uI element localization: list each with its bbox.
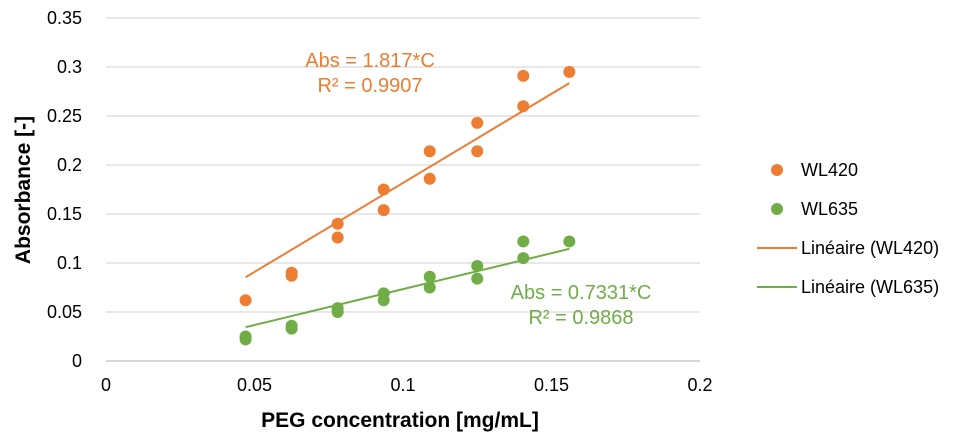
trendline-3 [245, 247, 570, 329]
y-axis-title: Absorbance [-] [12, 116, 35, 264]
point-series-1 [471, 272, 484, 285]
x-axis-title: PEG concentration [mg/mL] [261, 409, 539, 432]
legend-label-linear-wl635: Linéaire (WL635) [801, 277, 939, 297]
point-series-1 [377, 294, 390, 307]
legend-marker-wl420 [771, 164, 783, 176]
x-tick-label: 0.2 [687, 375, 712, 395]
point-series-1 [563, 235, 576, 248]
grid [106, 17, 700, 313]
y-tick-label: 0.05 [47, 302, 82, 322]
point-series-0 [239, 294, 252, 307]
point-series-1 [517, 235, 530, 248]
point-series-1 [285, 322, 298, 335]
y-tick-label: 0.35 [47, 8, 82, 28]
legend-label-wl420: WL420 [801, 160, 858, 180]
x-tick-label: 0 [101, 375, 111, 395]
x-tick-label: 0.15 [534, 375, 569, 395]
annotation-wl635-r2: R² = 0.9868 [528, 307, 633, 329]
point-series-0 [517, 69, 530, 82]
tick-labels: 0 0.05 0.1 0.15 0.2 0.25 0.3 0.35 0 0.05 0.1 0.15 0.… [47, 8, 713, 395]
annotation-wl635-equation: Abs = 0.7331*C [511, 282, 652, 304]
x-tick-label: 0.05 [237, 375, 272, 395]
trendlines [245, 82, 570, 329]
point-series-0 [423, 172, 436, 185]
legend: WL420 WL635 Linéaire (WL420) Linéaire (W… [757, 160, 939, 297]
point-series-0 [563, 65, 576, 78]
point-series-1 [471, 259, 484, 272]
point-series-0 [331, 217, 344, 230]
legend-label-linear-wl420: Linéaire (WL420) [801, 238, 939, 258]
annotation-wl420: Abs = 1.817*C R² = 0.9907 [305, 50, 435, 97]
point-series-1 [423, 270, 436, 283]
point-series-0 [377, 204, 390, 217]
y-tick-label: 0.25 [47, 106, 82, 126]
annotation-wl420-equation: Abs = 1.817*C [305, 50, 435, 72]
y-tick-label: 0.2 [57, 155, 82, 175]
point-series-1 [423, 281, 436, 294]
x-tick-label: 0.1 [390, 375, 415, 395]
point-series-1 [517, 252, 530, 265]
annotation-wl635: Abs = 0.7331*C R² = 0.9868 [511, 282, 652, 329]
annotation-wl420-r2: R² = 0.9907 [317, 75, 422, 97]
y-tick-label: 0.15 [47, 204, 82, 224]
data-points [239, 65, 576, 346]
y-tick-label: 0.1 [57, 253, 82, 273]
legend-marker-wl635 [771, 203, 783, 215]
point-series-0 [517, 100, 530, 113]
y-tick-label: 0 [72, 351, 82, 371]
point-series-1 [331, 306, 344, 318]
point-series-0 [471, 116, 484, 129]
point-series-1 [239, 333, 252, 346]
point-series-0 [471, 145, 484, 158]
trendline-2 [245, 82, 570, 279]
legend-label-wl635: WL635 [801, 199, 858, 219]
point-series-0 [285, 269, 298, 282]
y-tick-label: 0.3 [57, 57, 82, 77]
point-series-0 [331, 231, 344, 244]
point-series-0 [423, 145, 436, 158]
point-series-0 [377, 183, 390, 196]
